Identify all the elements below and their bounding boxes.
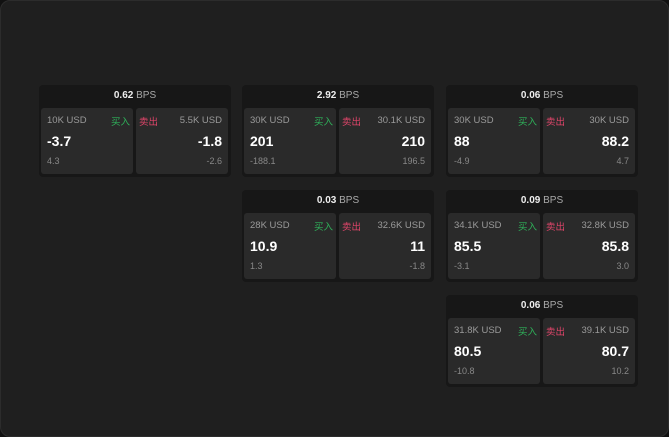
buy-price: 10.9 bbox=[250, 238, 278, 254]
spread-unit: BPS bbox=[543, 195, 564, 206]
buy-panel[interactable]: 30K USD 买入 201 -188.1 bbox=[244, 108, 336, 174]
sell-size: 39.1K USD bbox=[581, 325, 629, 336]
buy-size: 30K USD bbox=[250, 115, 290, 126]
buy-change: -10.8 bbox=[454, 366, 475, 376]
spread-header: 2.92 BPS bbox=[242, 85, 434, 106]
sell-label: 卖出 bbox=[546, 327, 566, 338]
sell-price: 80.7 bbox=[601, 343, 629, 359]
buy-change: -4.9 bbox=[454, 156, 470, 166]
sell-panel[interactable]: 卖出 30K USD 88.2 4.7 bbox=[543, 108, 635, 174]
buy-label: 买入 bbox=[517, 222, 537, 233]
sell-price: 11 bbox=[410, 238, 425, 254]
quote-card: 0.06 BPS 31.8K USD 买入 80.5 -10.8 卖出 39.1… bbox=[446, 295, 638, 387]
buy-label: 买入 bbox=[110, 117, 130, 128]
buy-panel[interactable]: 28K USD 买入 10.9 1.3 bbox=[244, 213, 336, 279]
sell-panel[interactable]: 卖出 5.5K USD -1.8 -2.6 bbox=[136, 108, 228, 174]
buy-price: 85.5 bbox=[454, 238, 482, 254]
sell-label: 卖出 bbox=[546, 117, 566, 128]
buy-change: -3.1 bbox=[454, 261, 470, 271]
spread-value: 0.06 bbox=[520, 300, 541, 311]
buy-change: -188.1 bbox=[250, 156, 276, 166]
sell-size: 32.6K USD bbox=[377, 220, 425, 231]
spread-unit: BPS bbox=[339, 90, 360, 101]
quote-card: 2.92 BPS 30K USD 买入 201 -188.1 卖出 30.1K … bbox=[242, 85, 434, 177]
spread-unit: BPS bbox=[543, 90, 564, 101]
buy-panel[interactable]: 30K USD 买入 88 -4.9 bbox=[448, 108, 540, 174]
sell-change: 196.5 bbox=[402, 156, 425, 166]
buy-change: 4.3 bbox=[47, 156, 60, 166]
sell-price: 210 bbox=[401, 133, 425, 149]
spread-header: 0.06 BPS bbox=[446, 295, 638, 316]
buy-label: 买入 bbox=[313, 222, 333, 233]
buy-price: -3.7 bbox=[47, 133, 72, 149]
buy-size: 28K USD bbox=[250, 220, 290, 231]
spread-header: 0.62 BPS bbox=[39, 85, 231, 106]
buy-label: 买入 bbox=[517, 117, 537, 128]
sell-size: 30K USD bbox=[589, 115, 629, 126]
sell-change: 3.0 bbox=[616, 261, 629, 271]
buy-panel[interactable]: 34.1K USD 买入 85.5 -3.1 bbox=[448, 213, 540, 279]
quote-card: 0.09 BPS 34.1K USD 买入 85.5 -3.1 卖出 32.8K… bbox=[446, 190, 638, 282]
buy-size: 31.8K USD bbox=[454, 325, 502, 336]
spread-unit: BPS bbox=[339, 195, 360, 206]
spread-value: 0.03 bbox=[316, 195, 337, 206]
sell-panel[interactable]: 卖出 30.1K USD 210 196.5 bbox=[339, 108, 431, 174]
buy-price: 80.5 bbox=[454, 343, 482, 359]
spread-header: 0.09 BPS bbox=[446, 190, 638, 211]
sell-size: 30.1K USD bbox=[377, 115, 425, 126]
spread-value: 0.62 bbox=[113, 90, 134, 101]
sell-panel[interactable]: 卖出 32.6K USD 11 -1.8 bbox=[339, 213, 431, 279]
sell-label: 卖出 bbox=[342, 222, 362, 233]
quote-card: 0.62 BPS 10K USD 买入 -3.7 4.3 卖出 5.5K USD… bbox=[39, 85, 231, 177]
sell-price: 85.8 bbox=[601, 238, 629, 254]
sell-change: 10.2 bbox=[611, 366, 629, 376]
sell-label: 卖出 bbox=[546, 222, 566, 233]
sell-panel[interactable]: 卖出 39.1K USD 80.7 10.2 bbox=[543, 318, 635, 384]
sell-change: -2.6 bbox=[206, 156, 222, 166]
buy-change: 1.3 bbox=[250, 261, 263, 271]
sell-price: 88.2 bbox=[601, 133, 629, 149]
spread-unit: BPS bbox=[136, 90, 157, 101]
sell-price: -1.8 bbox=[197, 133, 222, 149]
buy-size: 30K USD bbox=[454, 115, 494, 126]
spread-header: 0.03 BPS bbox=[242, 190, 434, 211]
buy-size: 10K USD bbox=[47, 115, 87, 126]
quote-card: 0.06 BPS 30K USD 买入 88 -4.9 卖出 30K USD 8… bbox=[446, 85, 638, 177]
buy-panel[interactable]: 10K USD 买入 -3.7 4.3 bbox=[41, 108, 133, 174]
sell-label: 卖出 bbox=[139, 117, 159, 128]
buy-label: 买入 bbox=[517, 327, 537, 338]
spread-value: 0.06 bbox=[520, 90, 541, 101]
buy-price: 201 bbox=[250, 133, 274, 149]
sell-size: 32.8K USD bbox=[581, 220, 629, 231]
sell-panel[interactable]: 卖出 32.8K USD 85.8 3.0 bbox=[543, 213, 635, 279]
quote-card: 0.03 BPS 28K USD 买入 10.9 1.3 卖出 32.6K US… bbox=[242, 190, 434, 282]
spread-header: 0.06 BPS bbox=[446, 85, 638, 106]
sell-label: 卖出 bbox=[342, 117, 362, 128]
spread-unit: BPS bbox=[543, 300, 564, 311]
buy-size: 34.1K USD bbox=[454, 220, 502, 231]
sell-change: -1.8 bbox=[409, 261, 425, 271]
sell-change: 4.7 bbox=[616, 156, 629, 166]
sell-size: 5.5K USD bbox=[179, 115, 222, 126]
spread-value: 0.09 bbox=[520, 195, 541, 206]
spread-value: 2.92 bbox=[316, 90, 337, 101]
buy-label: 买入 bbox=[313, 117, 333, 128]
buy-panel[interactable]: 31.8K USD 买入 80.5 -10.8 bbox=[448, 318, 540, 384]
buy-price: 88 bbox=[454, 133, 470, 149]
